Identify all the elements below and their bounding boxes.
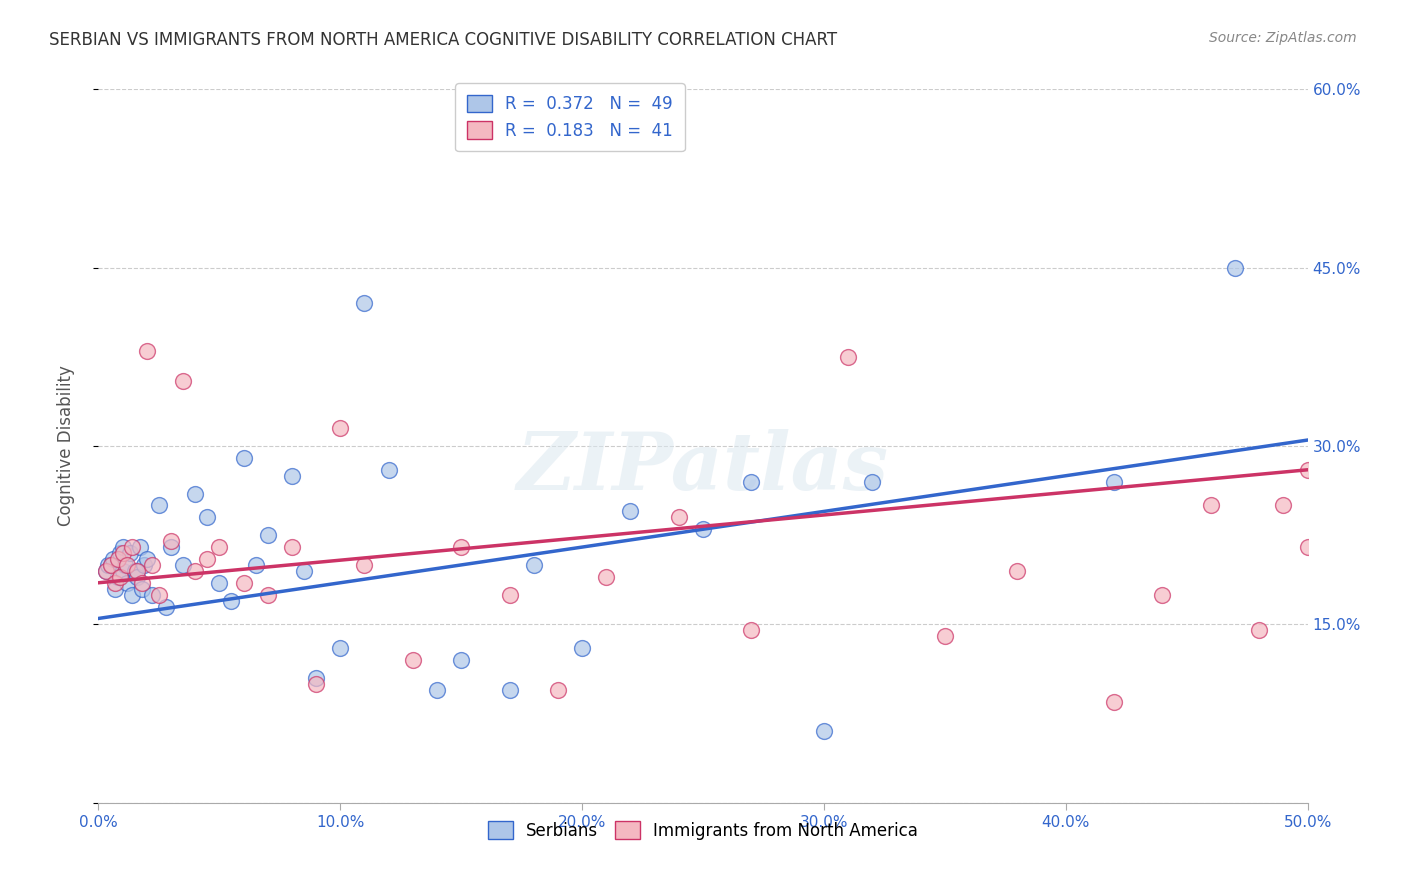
Point xyxy=(121,540,143,554)
Point xyxy=(101,552,124,566)
Point xyxy=(195,552,218,566)
Point xyxy=(281,540,304,554)
Y-axis label: Cognitive Disability: Cognitive Disability xyxy=(56,366,75,526)
Text: SERBIAN VS IMMIGRANTS FROM NORTH AMERICA COGNITIVE DISABILITY CORRELATION CHART: SERBIAN VS IMMIGRANTS FROM NORTH AMERICA… xyxy=(49,31,838,49)
Point xyxy=(160,540,183,554)
Point xyxy=(117,575,139,590)
Point xyxy=(160,534,183,549)
Point xyxy=(1272,499,1295,513)
Point xyxy=(1102,695,1125,709)
Point xyxy=(121,588,143,602)
Legend: Serbians, Immigrants from North America: Serbians, Immigrants from North America xyxy=(479,814,927,848)
Point xyxy=(208,540,231,554)
Point xyxy=(692,522,714,536)
Point xyxy=(131,575,153,590)
Point xyxy=(135,343,157,358)
Point xyxy=(523,558,546,572)
Point xyxy=(1007,564,1029,578)
Point xyxy=(256,588,278,602)
Point xyxy=(134,558,156,572)
Point xyxy=(97,558,120,572)
Point xyxy=(860,475,883,489)
Point xyxy=(595,570,617,584)
Point xyxy=(108,546,131,560)
Point xyxy=(571,641,593,656)
Point xyxy=(104,582,127,596)
Point xyxy=(148,588,170,602)
Point xyxy=(450,653,472,667)
Point xyxy=(124,564,146,578)
Point xyxy=(837,350,859,364)
Point xyxy=(107,552,129,566)
Point xyxy=(1199,499,1222,513)
Point xyxy=(117,558,139,572)
Point xyxy=(100,558,122,572)
Point xyxy=(1102,475,1125,489)
Point xyxy=(184,564,207,578)
Point xyxy=(172,558,194,572)
Point xyxy=(208,575,231,590)
Point xyxy=(111,540,134,554)
Point xyxy=(127,570,149,584)
Point xyxy=(221,593,243,607)
Point xyxy=(305,671,328,685)
Point xyxy=(141,588,163,602)
Point xyxy=(1296,463,1319,477)
Point xyxy=(245,558,267,572)
Point xyxy=(498,682,520,697)
Point xyxy=(128,540,150,554)
Point xyxy=(353,296,375,310)
Point xyxy=(127,564,149,578)
Point xyxy=(934,629,956,643)
Point xyxy=(1249,624,1271,638)
Point xyxy=(155,599,177,614)
Point xyxy=(1152,588,1174,602)
Point xyxy=(94,564,117,578)
Point xyxy=(402,653,425,667)
Point xyxy=(108,570,131,584)
Point xyxy=(141,558,163,572)
Point xyxy=(740,475,762,489)
Point xyxy=(329,641,352,656)
Point xyxy=(114,558,136,572)
Point xyxy=(292,564,315,578)
Point xyxy=(148,499,170,513)
Point xyxy=(111,546,134,560)
Point xyxy=(107,570,129,584)
Point xyxy=(329,421,352,435)
Point xyxy=(232,450,254,465)
Point xyxy=(740,624,762,638)
Point xyxy=(813,724,835,739)
Point xyxy=(547,682,569,697)
Point xyxy=(135,552,157,566)
Point xyxy=(118,546,141,560)
Point xyxy=(94,564,117,578)
Text: ZIPatlas: ZIPatlas xyxy=(517,429,889,506)
Point xyxy=(256,528,278,542)
Point xyxy=(281,468,304,483)
Point xyxy=(232,575,254,590)
Point xyxy=(1296,540,1319,554)
Point xyxy=(131,582,153,596)
Point xyxy=(498,588,520,602)
Point xyxy=(305,677,328,691)
Point xyxy=(184,486,207,500)
Text: Source: ZipAtlas.com: Source: ZipAtlas.com xyxy=(1209,31,1357,45)
Point xyxy=(104,575,127,590)
Point xyxy=(426,682,449,697)
Point xyxy=(668,510,690,524)
Point xyxy=(450,540,472,554)
Point xyxy=(619,504,641,518)
Point xyxy=(377,463,399,477)
Point xyxy=(111,564,134,578)
Point xyxy=(353,558,375,572)
Point xyxy=(100,558,122,572)
Point xyxy=(172,374,194,388)
Point xyxy=(195,510,218,524)
Point xyxy=(1223,260,1246,275)
